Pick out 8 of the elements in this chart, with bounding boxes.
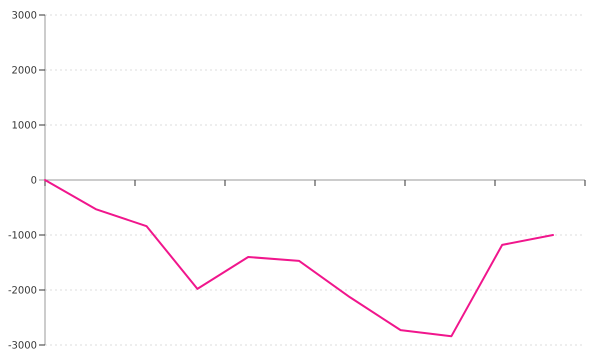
line-series bbox=[44, 179, 554, 338]
y-tick-label: 0 bbox=[30, 176, 37, 186]
y-tick-label: 1000 bbox=[12, 120, 37, 132]
y-tick-label: -1000 bbox=[8, 230, 37, 242]
y-tick-label: -2000 bbox=[8, 286, 37, 296]
y-tick-label: 3000 bbox=[12, 10, 37, 22]
y-tick-label: 2000 bbox=[12, 66, 37, 76]
y-tick-label: -3000 bbox=[8, 340, 37, 352]
